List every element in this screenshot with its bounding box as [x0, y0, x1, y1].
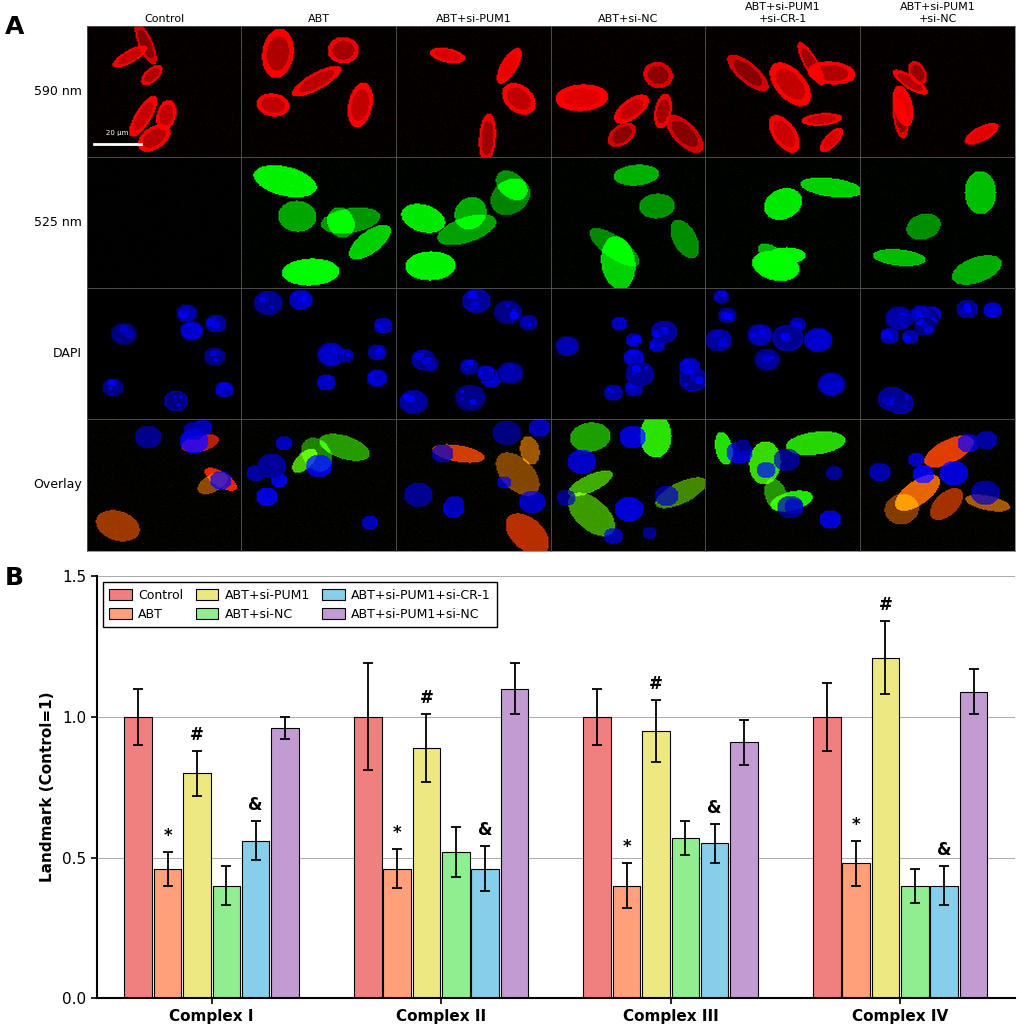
Bar [271, 729, 299, 998]
Bar [154, 868, 181, 998]
Bar [929, 886, 957, 998]
Bar [671, 838, 698, 998]
Bar [413, 748, 440, 998]
Text: &: & [936, 841, 951, 859]
Bar [212, 886, 239, 998]
Text: 590 nm: 590 nm [34, 84, 82, 98]
Bar [871, 658, 899, 998]
Legend: Control, ABT, ABT+si-PUM1, ABT+si-NC, ABT+si-PUM1+si-CR-1, ABT+si-PUM1+si-NC: Control, ABT, ABT+si-PUM1, ABT+si-NC, AB… [103, 582, 496, 628]
Bar [242, 841, 269, 998]
Title: ABT: ABT [308, 13, 329, 24]
Bar [642, 731, 669, 998]
Bar [700, 844, 728, 998]
Title: ABT+si-PUM1
+si-NC: ABT+si-PUM1 +si-NC [899, 2, 974, 24]
Bar [812, 717, 840, 998]
Text: Overlay: Overlay [33, 478, 82, 492]
Text: 20 μm: 20 μm [106, 130, 128, 136]
Text: *: * [851, 816, 860, 833]
Text: DAPI: DAPI [53, 347, 82, 360]
Text: &: & [707, 799, 721, 817]
Bar [354, 717, 381, 998]
Bar [471, 868, 498, 998]
Bar [583, 717, 610, 998]
Text: &: & [249, 795, 263, 814]
Bar [441, 852, 469, 998]
Bar [183, 773, 211, 998]
Bar [383, 868, 411, 998]
Text: *: * [163, 827, 172, 845]
Text: 525 nm: 525 nm [34, 216, 82, 229]
Bar [730, 742, 757, 998]
Bar [500, 688, 528, 998]
Bar [842, 863, 869, 998]
Text: #: # [419, 689, 433, 707]
Title: ABT+si-NC: ABT+si-NC [597, 13, 657, 24]
Text: *: * [622, 838, 631, 856]
Text: A: A [5, 15, 24, 39]
Bar [900, 886, 927, 998]
Title: Control: Control [144, 13, 184, 24]
Y-axis label: Landmark (Control=1): Landmark (Control=1) [41, 691, 55, 883]
Text: #: # [190, 725, 204, 744]
Bar [959, 691, 986, 998]
Bar [612, 886, 640, 998]
Text: #: # [877, 596, 892, 614]
Text: #: # [648, 675, 662, 693]
Text: *: * [392, 824, 401, 842]
Title: ABT+si-PUM1
+si-CR-1: ABT+si-PUM1 +si-CR-1 [744, 2, 820, 24]
Text: &: & [478, 821, 492, 840]
Text: B: B [5, 566, 24, 590]
Title: ABT+si-PUM1: ABT+si-PUM1 [435, 13, 511, 24]
Bar [124, 717, 152, 998]
